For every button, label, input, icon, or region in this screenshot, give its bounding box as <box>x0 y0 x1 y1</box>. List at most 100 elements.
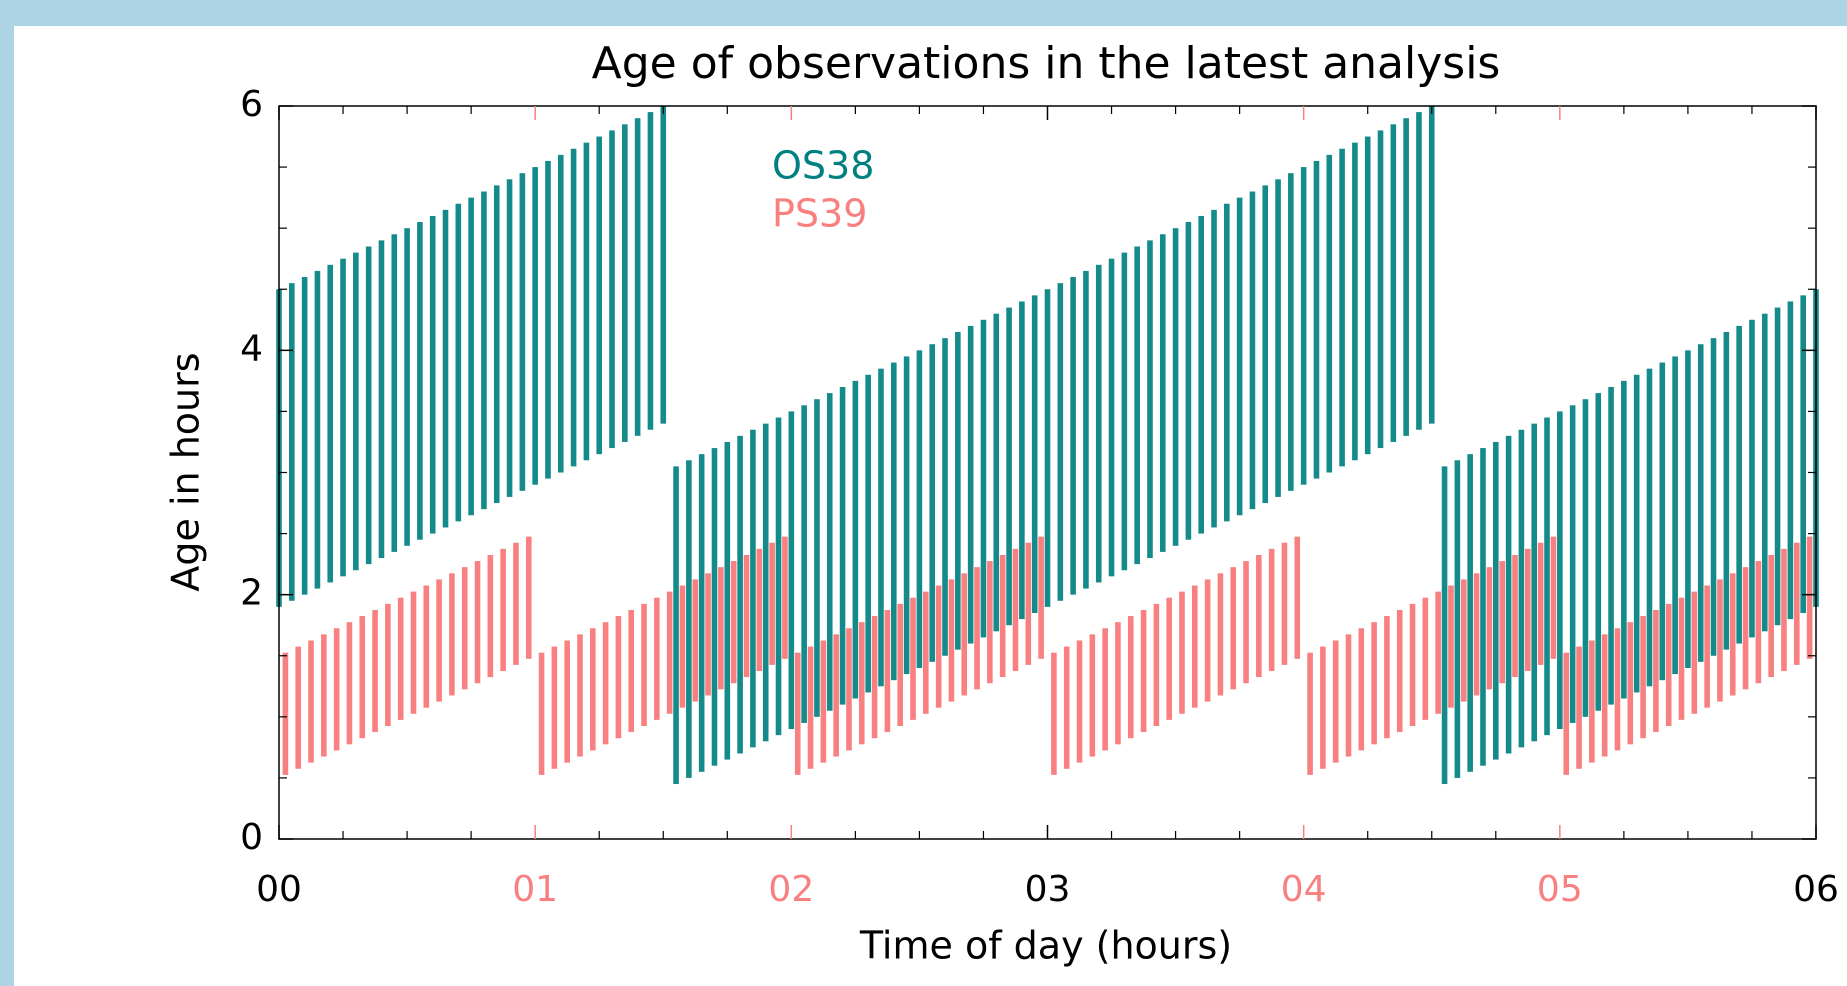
bar <box>513 542 519 665</box>
bar <box>1095 264 1102 583</box>
bar <box>967 325 974 644</box>
bar <box>1352 142 1358 461</box>
bar <box>1083 270 1089 589</box>
bar <box>871 616 878 739</box>
bar <box>1358 628 1365 751</box>
x-tick-label: 02 <box>768 869 814 910</box>
bar <box>782 536 788 659</box>
bar <box>1224 203 1230 522</box>
bar <box>1486 567 1493 690</box>
bar <box>289 283 295 601</box>
bar <box>884 609 891 733</box>
bar <box>1326 154 1333 473</box>
bar <box>1243 561 1249 684</box>
bar <box>826 393 833 711</box>
bar <box>923 591 929 714</box>
bar <box>340 258 346 577</box>
x-tick-label: 03 <box>1025 869 1071 910</box>
bar <box>775 417 782 736</box>
bar <box>442 209 449 528</box>
bar <box>1153 603 1160 726</box>
bar <box>916 350 923 668</box>
bar <box>660 106 667 424</box>
bar <box>929 344 936 662</box>
bar <box>993 313 1000 632</box>
bar <box>1480 448 1486 766</box>
bar <box>1492 441 1499 760</box>
x-tick-label: 04 <box>1281 869 1327 910</box>
bar <box>897 603 904 726</box>
bar <box>1268 548 1275 672</box>
bar <box>1230 567 1237 690</box>
bar <box>1499 561 1505 684</box>
bar <box>1793 542 1800 665</box>
bar <box>417 222 423 540</box>
bar <box>1012 548 1019 672</box>
x-tick-label: 05 <box>1537 869 1583 910</box>
bar <box>1448 585 1454 708</box>
bar <box>327 264 334 583</box>
bar <box>1614 628 1621 751</box>
y-tick-label: 6 <box>240 84 263 125</box>
bar <box>1563 652 1570 775</box>
bar <box>1800 295 1806 613</box>
bar <box>1460 579 1467 702</box>
bar <box>1595 393 1602 711</box>
bar <box>583 142 590 461</box>
bar <box>1044 289 1051 607</box>
bar <box>1576 646 1582 769</box>
bar <box>1204 579 1211 702</box>
x-tick-label: 06 <box>1793 869 1839 910</box>
bar <box>1473 573 1480 696</box>
bar <box>666 591 673 714</box>
bar <box>1717 579 1723 702</box>
bar <box>346 622 353 745</box>
bar <box>756 548 763 672</box>
chart-title: Age of observations in the latest analys… <box>592 38 1501 89</box>
bar <box>1140 609 1147 733</box>
bar <box>1070 277 1076 595</box>
bar <box>1704 585 1710 708</box>
bar <box>1057 283 1064 601</box>
bar <box>1672 356 1678 675</box>
bar <box>1749 319 1755 638</box>
bar <box>679 585 686 708</box>
bar <box>1697 344 1704 662</box>
bar <box>1640 616 1646 739</box>
bar <box>1198 215 1204 534</box>
bar <box>698 454 705 772</box>
bar <box>955 332 961 650</box>
bar <box>1339 148 1345 467</box>
bar <box>282 652 289 775</box>
legend-label: OS38 <box>772 144 874 188</box>
bar <box>461 567 468 690</box>
bar <box>577 634 583 757</box>
x-axis-label: Time of day (hours) <box>859 924 1232 968</box>
bar <box>429 215 436 534</box>
bar <box>692 579 699 702</box>
bar <box>1089 634 1096 757</box>
bar <box>532 167 538 485</box>
bar <box>1031 295 1038 613</box>
bar <box>333 628 340 751</box>
bar <box>1409 603 1416 726</box>
bar <box>1608 386 1614 705</box>
bar <box>1665 603 1672 726</box>
bar <box>814 399 820 717</box>
bar <box>1307 652 1313 775</box>
bar <box>365 246 372 565</box>
bar <box>622 124 628 442</box>
bar <box>1781 548 1787 672</box>
bar <box>487 554 494 678</box>
bar <box>1281 542 1288 665</box>
bar <box>1518 429 1525 748</box>
bar <box>762 423 769 742</box>
bar <box>1249 191 1256 510</box>
bar <box>724 441 731 760</box>
bar <box>1236 197 1243 516</box>
bar <box>1787 301 1794 620</box>
bar <box>538 652 545 775</box>
bar <box>1051 652 1057 775</box>
bar <box>1428 106 1435 424</box>
bar <box>449 573 455 696</box>
